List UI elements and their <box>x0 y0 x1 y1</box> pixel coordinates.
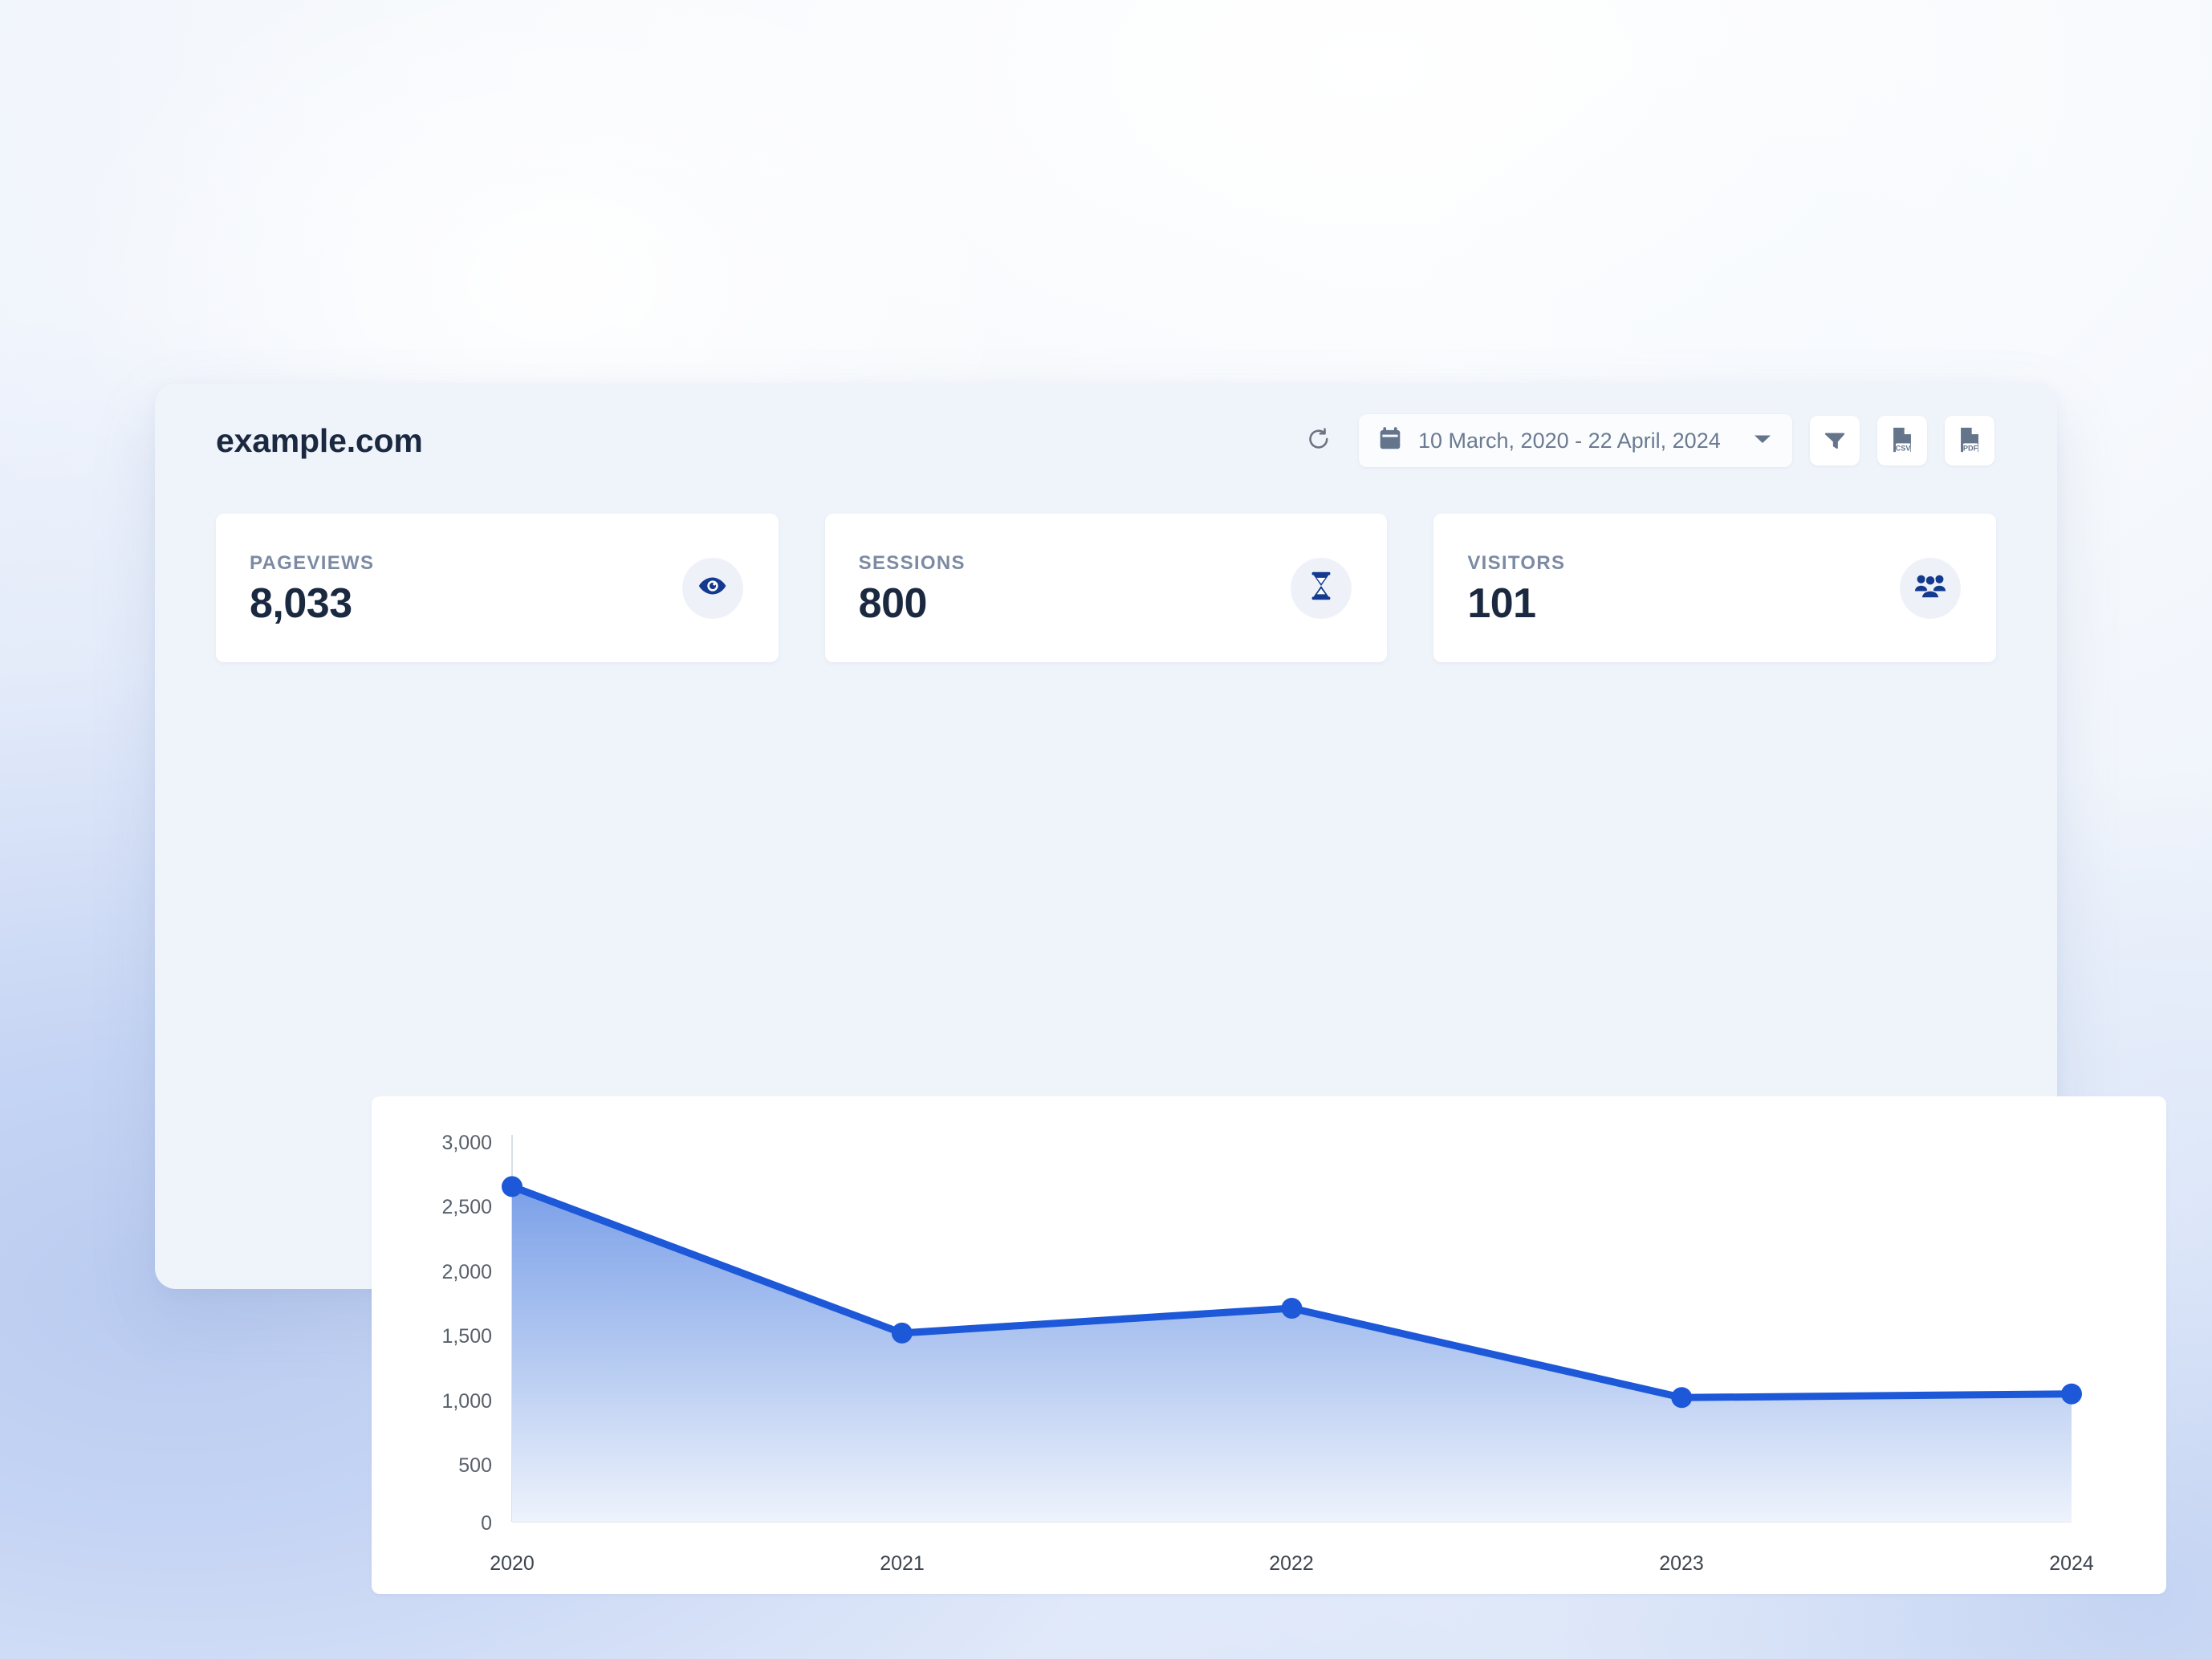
stat-text-group: SESSIONS 800 <box>859 552 966 624</box>
y-tick-label: 0 <box>481 1512 492 1535</box>
stat-label: VISITORS <box>1467 551 1566 574</box>
pageviews-area-chart: 3,000 2,500 2,000 1,500 1,000 500 0 2020… <box>441 1132 2094 1575</box>
date-range-picker[interactable]: 10 March, 2020 - 22 April, 2024 <box>1359 414 1792 467</box>
csv-file-icon: CSV <box>1889 426 1915 456</box>
y-tick-label: 1,000 <box>441 1390 492 1413</box>
y-tick-label: 500 <box>458 1454 492 1477</box>
stat-icon-badge <box>681 557 743 619</box>
dashboard-header: example.com <box>155 384 2057 498</box>
x-tick-label: 2020 <box>490 1552 535 1575</box>
chart-data-point-2020[interactable] <box>502 1176 523 1197</box>
refresh-button[interactable] <box>1296 418 1341 463</box>
pdf-file-icon: PDF <box>1957 426 1982 456</box>
chart-data-point-2023[interactable] <box>1671 1387 1693 1409</box>
chart-data-point-2024[interactable] <box>2061 1383 2082 1405</box>
refresh-icon <box>1305 426 1332 456</box>
y-tick-label: 1,500 <box>441 1325 492 1348</box>
stat-card-visitors: VISITORS 101 <box>1433 514 1997 662</box>
svg-text:PDF: PDF <box>1963 444 1978 452</box>
x-tick-label: 2024 <box>2049 1552 2094 1575</box>
eye-icon <box>697 571 728 605</box>
y-tick-label: 2,000 <box>441 1261 492 1283</box>
toolbar: 10 March, 2020 - 22 April, 2024 <box>1296 414 1994 467</box>
filter-button[interactable] <box>1810 416 1860 466</box>
export-csv-button[interactable]: CSV <box>1877 416 1927 466</box>
export-pdf-button[interactable]: PDF <box>1945 416 1994 466</box>
y-tick-label: 3,000 <box>441 1132 492 1154</box>
stat-value: 800 <box>858 579 928 627</box>
x-tick-label: 2021 <box>880 1552 925 1575</box>
stat-card-pageviews: PAGEVIEWS 8,033 <box>216 514 779 662</box>
stat-icon-badge <box>1291 557 1352 619</box>
stat-card-sessions: SESSIONS 800 <box>824 514 1388 662</box>
page-title: example.com <box>216 421 423 459</box>
chart-markers[interactable] <box>502 1176 2082 1409</box>
hourglass-icon <box>1307 571 1335 605</box>
analytics-dashboard-panel: example.com <box>155 384 2166 1594</box>
chart-area-fill <box>512 1186 2072 1522</box>
stat-value: 8,033 <box>250 579 352 627</box>
filter-icon <box>1823 428 1847 454</box>
stat-label: PAGEVIEWS <box>250 551 375 574</box>
calendar-icon <box>1378 426 1402 456</box>
people-group-icon <box>1914 572 1946 604</box>
y-tick-label: 2,500 <box>441 1196 492 1218</box>
stat-text-group: VISITORS 101 <box>1467 552 1565 624</box>
stat-value: 101 <box>1467 579 1536 627</box>
stat-icon-badge <box>1900 557 1962 619</box>
date-range-value: 10 March, 2020 - 22 April, 2024 <box>1418 428 1721 453</box>
x-tick-label: 2022 <box>1269 1552 1314 1575</box>
pageviews-chart-card: 3,000 2,500 2,000 1,500 1,000 500 0 2020… <box>372 1096 2166 1594</box>
svg-text:CSV: CSV <box>1896 444 1912 452</box>
chevron-down-icon[interactable] <box>1754 433 1771 449</box>
x-tick-label: 2023 <box>1659 1552 1704 1575</box>
chart-area: 3,000 2,500 2,000 1,500 1,000 500 0 2020… <box>372 1096 2166 1594</box>
chart-data-point-2021[interactable] <box>891 1322 913 1344</box>
chart-data-point-2022[interactable] <box>1281 1298 1303 1319</box>
stat-text-group: PAGEVIEWS 8,033 <box>250 552 374 624</box>
stat-label: SESSIONS <box>858 551 966 574</box>
stat-cards-row: PAGEVIEWS 8,033 SESSIONS 800 <box>216 514 1997 662</box>
